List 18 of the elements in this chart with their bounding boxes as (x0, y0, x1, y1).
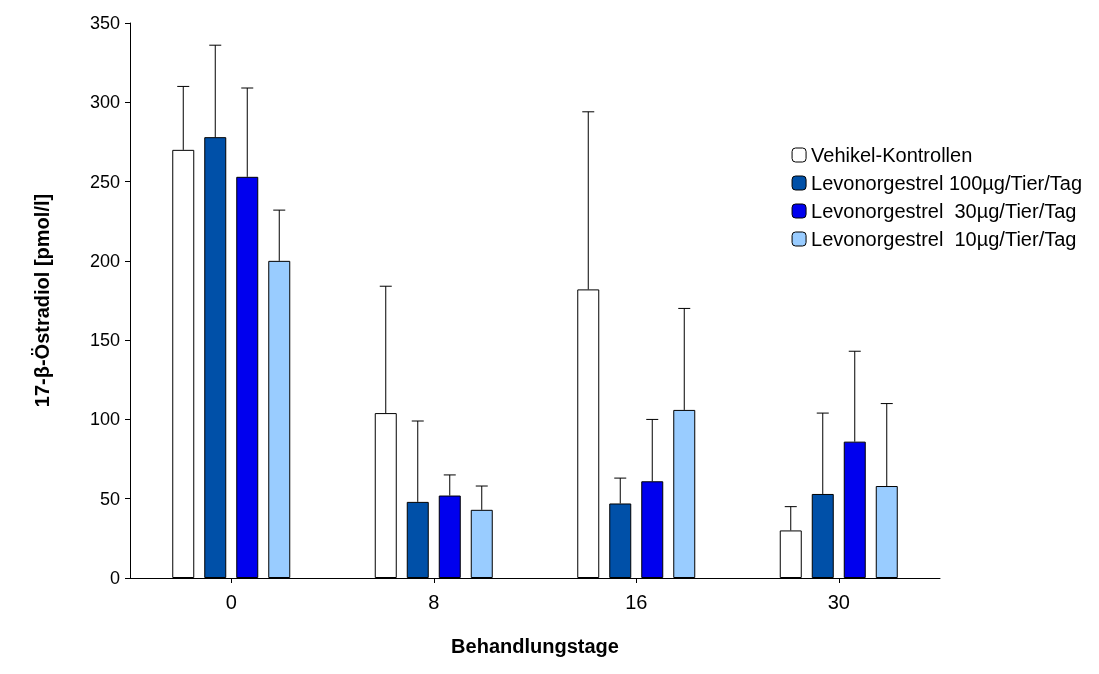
legend-label: Levonorgestrel 100µg/Tier/Tag (811, 172, 1082, 194)
legend-label: Levonorgestrel 30µg/Tier/Tag (811, 200, 1077, 222)
y-tick-label: 0 (109, 568, 120, 588)
y-tick-label: 350 (89, 13, 120, 33)
y-tick-label: 100 (89, 409, 120, 430)
y-tick-label: 50 (99, 488, 120, 509)
y-tick-label: 300 (89, 92, 120, 113)
x-tick-label: 30 (827, 591, 850, 613)
x-axis-title: Behandlungstage (451, 635, 619, 657)
y-tick-label: 200 (89, 250, 120, 271)
legend-label: Levonorgestrel 10µg/Tier/Tag (811, 228, 1077, 250)
legend-label: Vehikel-Kontrollen (811, 144, 973, 166)
x-tick-label: 0 (225, 591, 237, 613)
y-tick-label: 150 (89, 330, 120, 351)
x-tick-label: 8 (428, 591, 440, 613)
y-axis-title: 17-β-Östradiol [pmol/l] (31, 193, 53, 408)
x-tick-label: 16 (625, 591, 648, 613)
y-tick-label: 250 (89, 171, 120, 192)
